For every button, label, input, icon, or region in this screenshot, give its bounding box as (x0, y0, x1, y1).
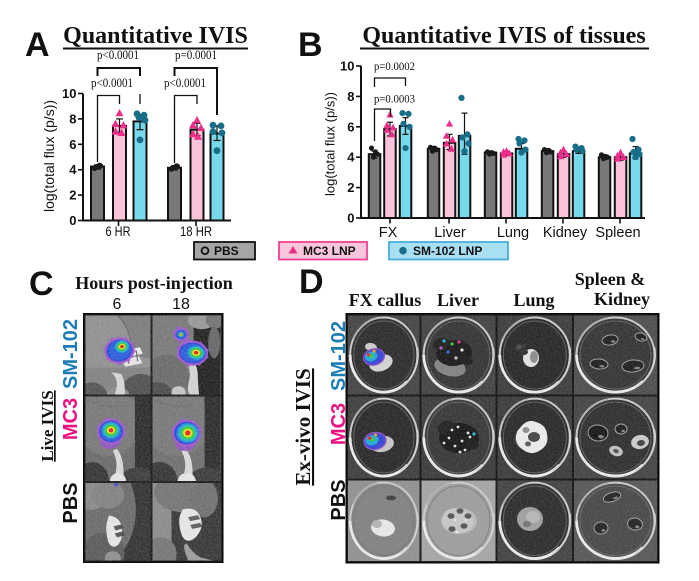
svg-text:Ex-vivo IVIS: Ex-vivo IVIS (291, 368, 315, 485)
svg-text:PBS: PBS (328, 479, 350, 520)
svg-text:0: 0 (69, 213, 76, 228)
svg-text:10: 10 (340, 59, 354, 74)
svg-text:6: 6 (69, 137, 76, 152)
svg-text:2: 2 (347, 180, 354, 195)
svg-text:C: C (29, 265, 54, 303)
svg-text:p<0.0001: p<0.0001 (164, 76, 206, 90)
svg-text:2: 2 (69, 188, 76, 203)
svg-text:8: 8 (69, 111, 76, 126)
svg-text:Kidney: Kidney (543, 225, 588, 241)
svg-text:SM-102: SM-102 (60, 319, 82, 389)
svg-text:18: 18 (172, 296, 190, 313)
svg-text:Lung: Lung (497, 225, 529, 241)
svg-text:Live IVIS: Live IVIS (38, 390, 57, 461)
svg-text:Hours post-injection: Hours post-injection (75, 273, 233, 293)
svg-text:SM-102: SM-102 (328, 321, 350, 391)
svg-text:Quantitative IVIS of tissues: Quantitative IVIS of tissues (362, 23, 645, 49)
svg-text:MC3: MC3 (328, 403, 350, 445)
svg-text:MC3 LNP: MC3 LNP (303, 244, 356, 258)
svg-text:p<0.0001: p<0.0001 (97, 48, 139, 62)
svg-text:p=0.0003: p=0.0003 (374, 92, 415, 106)
svg-text:18 HR: 18 HR (180, 224, 212, 239)
svg-text:log(total flux (p/s)): log(total flux (p/s)) (323, 92, 338, 196)
svg-text:Liver: Liver (434, 225, 466, 241)
svg-text:D: D (299, 263, 324, 301)
svg-text:A: A (25, 26, 50, 64)
svg-text:Spleen: Spleen (595, 225, 640, 241)
svg-text:6: 6 (113, 296, 122, 313)
svg-text:p<0.0001: p<0.0001 (91, 76, 133, 90)
svg-text:p=0.0001: p=0.0001 (175, 48, 217, 62)
svg-text:FX: FX (379, 225, 398, 241)
svg-text:log(total flux (p/s)): log(total flux (p/s)) (41, 100, 57, 212)
svg-text:8: 8 (347, 89, 354, 104)
svg-text:6 HR: 6 HR (106, 224, 131, 239)
svg-text:Liver: Liver (437, 290, 479, 310)
svg-text:4: 4 (347, 150, 355, 165)
svg-text:4: 4 (69, 162, 77, 177)
svg-text:Kidney: Kidney (594, 289, 650, 309)
svg-text:SM-102 LNP: SM-102 LNP (413, 244, 482, 258)
svg-text:Quantitative IVIS: Quantitative IVIS (63, 23, 248, 49)
svg-text:FX callus: FX callus (349, 290, 422, 310)
svg-text:Lung: Lung (513, 290, 554, 310)
svg-text:PBS: PBS (214, 244, 239, 258)
svg-text:6: 6 (347, 119, 354, 134)
svg-text:B: B (298, 26, 323, 64)
svg-text:0: 0 (347, 211, 354, 226)
svg-text:Spleen &: Spleen & (575, 269, 646, 289)
svg-text:10: 10 (62, 86, 76, 101)
svg-text:p=0.0002: p=0.0002 (374, 59, 415, 73)
svg-text:MC3: MC3 (60, 398, 82, 440)
svg-text:PBS: PBS (60, 482, 82, 523)
